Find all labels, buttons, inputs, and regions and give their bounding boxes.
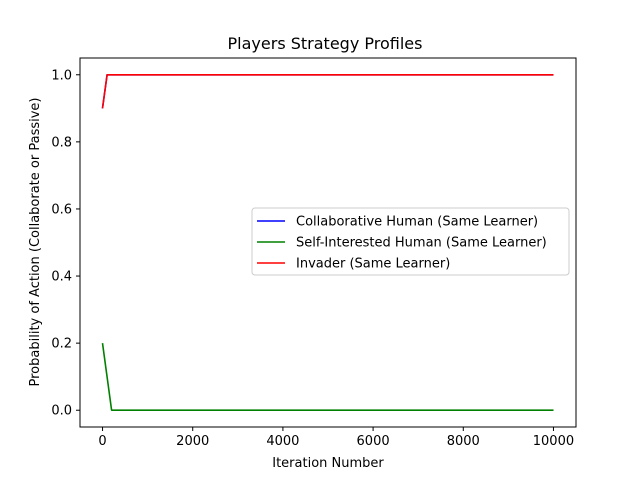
x-tick-label: 8000 [447,434,480,449]
x-tick-label: 2000 [176,434,209,449]
series-line-0 [101,74,554,109]
x-tick-label: 0 [98,434,106,449]
x-tick-label: 10000 [533,434,574,449]
x-tick-label: 6000 [357,434,390,449]
legend-label-0: Collaborative Human (Same Learner) [296,215,538,230]
y-tick-label: 0.8 [51,135,72,150]
legend: Collaborative Human (Same Learner) Self-I… [251,207,570,276]
legend-label-2: Invader (Same Learner) [296,257,450,272]
y-tick-label: 1.0 [51,68,72,83]
x-axis-ticks: 0 2000 4000 6000 8000 10000 [98,427,574,449]
series-line-2 [101,74,554,109]
x-tick-label: 4000 [266,434,299,449]
series-line-1 [101,342,554,412]
plot-lines [101,74,554,412]
y-tick-label: 0.4 [51,270,72,285]
x-axis-label: Iteration Number [272,456,384,471]
legend-label-1: Self-Interested Human (Same Learner) [296,236,547,251]
y-axis-ticks: 0.0 0.2 0.4 0.6 0.8 1.0 [51,68,80,419]
y-tick-label: 0.0 [51,404,72,419]
legend-box [251,207,570,276]
y-axis-label: Probability of Action (Collaborate or Pa… [28,98,43,387]
chart-title: Players Strategy Profiles [228,34,423,53]
y-tick-label: 0.6 [51,202,72,217]
y-tick-label: 0.2 [51,337,72,352]
axes-frame [79,57,577,428]
